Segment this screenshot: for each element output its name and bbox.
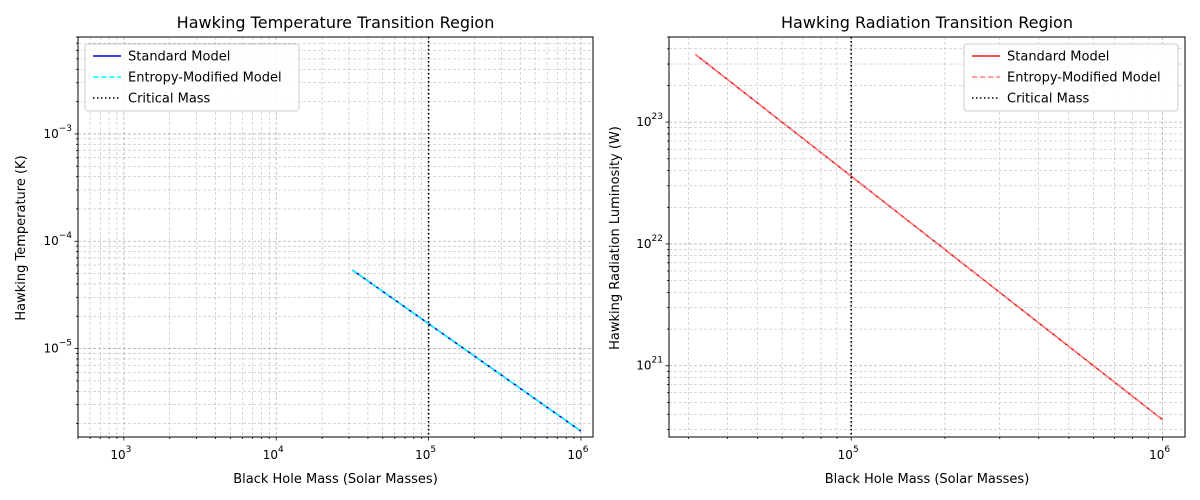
- legend-label-entropy: Entropy-Modified Model: [128, 71, 282, 86]
- axes-frame: [77, 36, 594, 438]
- axes-frame: [668, 36, 1186, 438]
- legend-label-entropy: Entropy-Modified Model: [1007, 71, 1161, 86]
- series-line-entropy: [694, 53, 1164, 421]
- chart-title: Hawking Radiation Transition Region: [781, 13, 1073, 32]
- legend-label-standard: Standard Model: [1007, 50, 1109, 65]
- y-axis-label: Hawking Temperature (K): [14, 155, 29, 320]
- x-tick-label: 103: [110, 445, 131, 462]
- y-tick-label: 1023: [636, 112, 663, 129]
- legend: Standard Model Entropy-Modified Model Cr…: [84, 43, 300, 112]
- x-tick-label: 105: [838, 445, 859, 462]
- x-axis-label: Black Hole Mass (Solar Masses): [825, 472, 1030, 487]
- y-tick-label: 1021: [636, 356, 663, 373]
- series-line-entropy: [351, 269, 582, 432]
- x-tick-label: 106: [1149, 445, 1170, 462]
- x-tick-label: 105: [415, 445, 436, 462]
- luminosity-chart-panel: Hawking Radiation Transition Region Blac…: [608, 13, 1186, 487]
- y-tick-label: 10−5: [43, 339, 72, 356]
- legend-label-critical: Critical Mass: [1007, 92, 1090, 107]
- legend-label-standard: Standard Model: [128, 50, 230, 65]
- series-group: [351, 37, 582, 437]
- legend: Standard Model Entropy-Modified Model Cr…: [963, 43, 1179, 112]
- x-tick-label: 104: [263, 445, 284, 462]
- x-tick-label: 106: [567, 445, 588, 462]
- legend-box: [963, 43, 1179, 112]
- grid: [77, 36, 593, 437]
- ticks-group: 103 104 105 106 10−5 10−4 10−3: [43, 36, 589, 462]
- chart-title: Hawking Temperature Transition Region: [177, 13, 495, 32]
- x-axis-label: Black Hole Mass (Solar Masses): [233, 472, 438, 487]
- legend-label-critical: Critical Mass: [128, 92, 211, 107]
- y-tick-label: 10−4: [43, 231, 72, 248]
- legend-box: [84, 43, 300, 112]
- y-tick-label: 10−3: [43, 124, 72, 141]
- y-axis-label: Hawking Radiation Luminosity (W): [608, 126, 623, 350]
- temperature-chart-panel: Hawking Temperature Transition Region Bl…: [14, 13, 594, 487]
- series-group: [694, 37, 1164, 437]
- y-tick-label: 1022: [636, 234, 663, 251]
